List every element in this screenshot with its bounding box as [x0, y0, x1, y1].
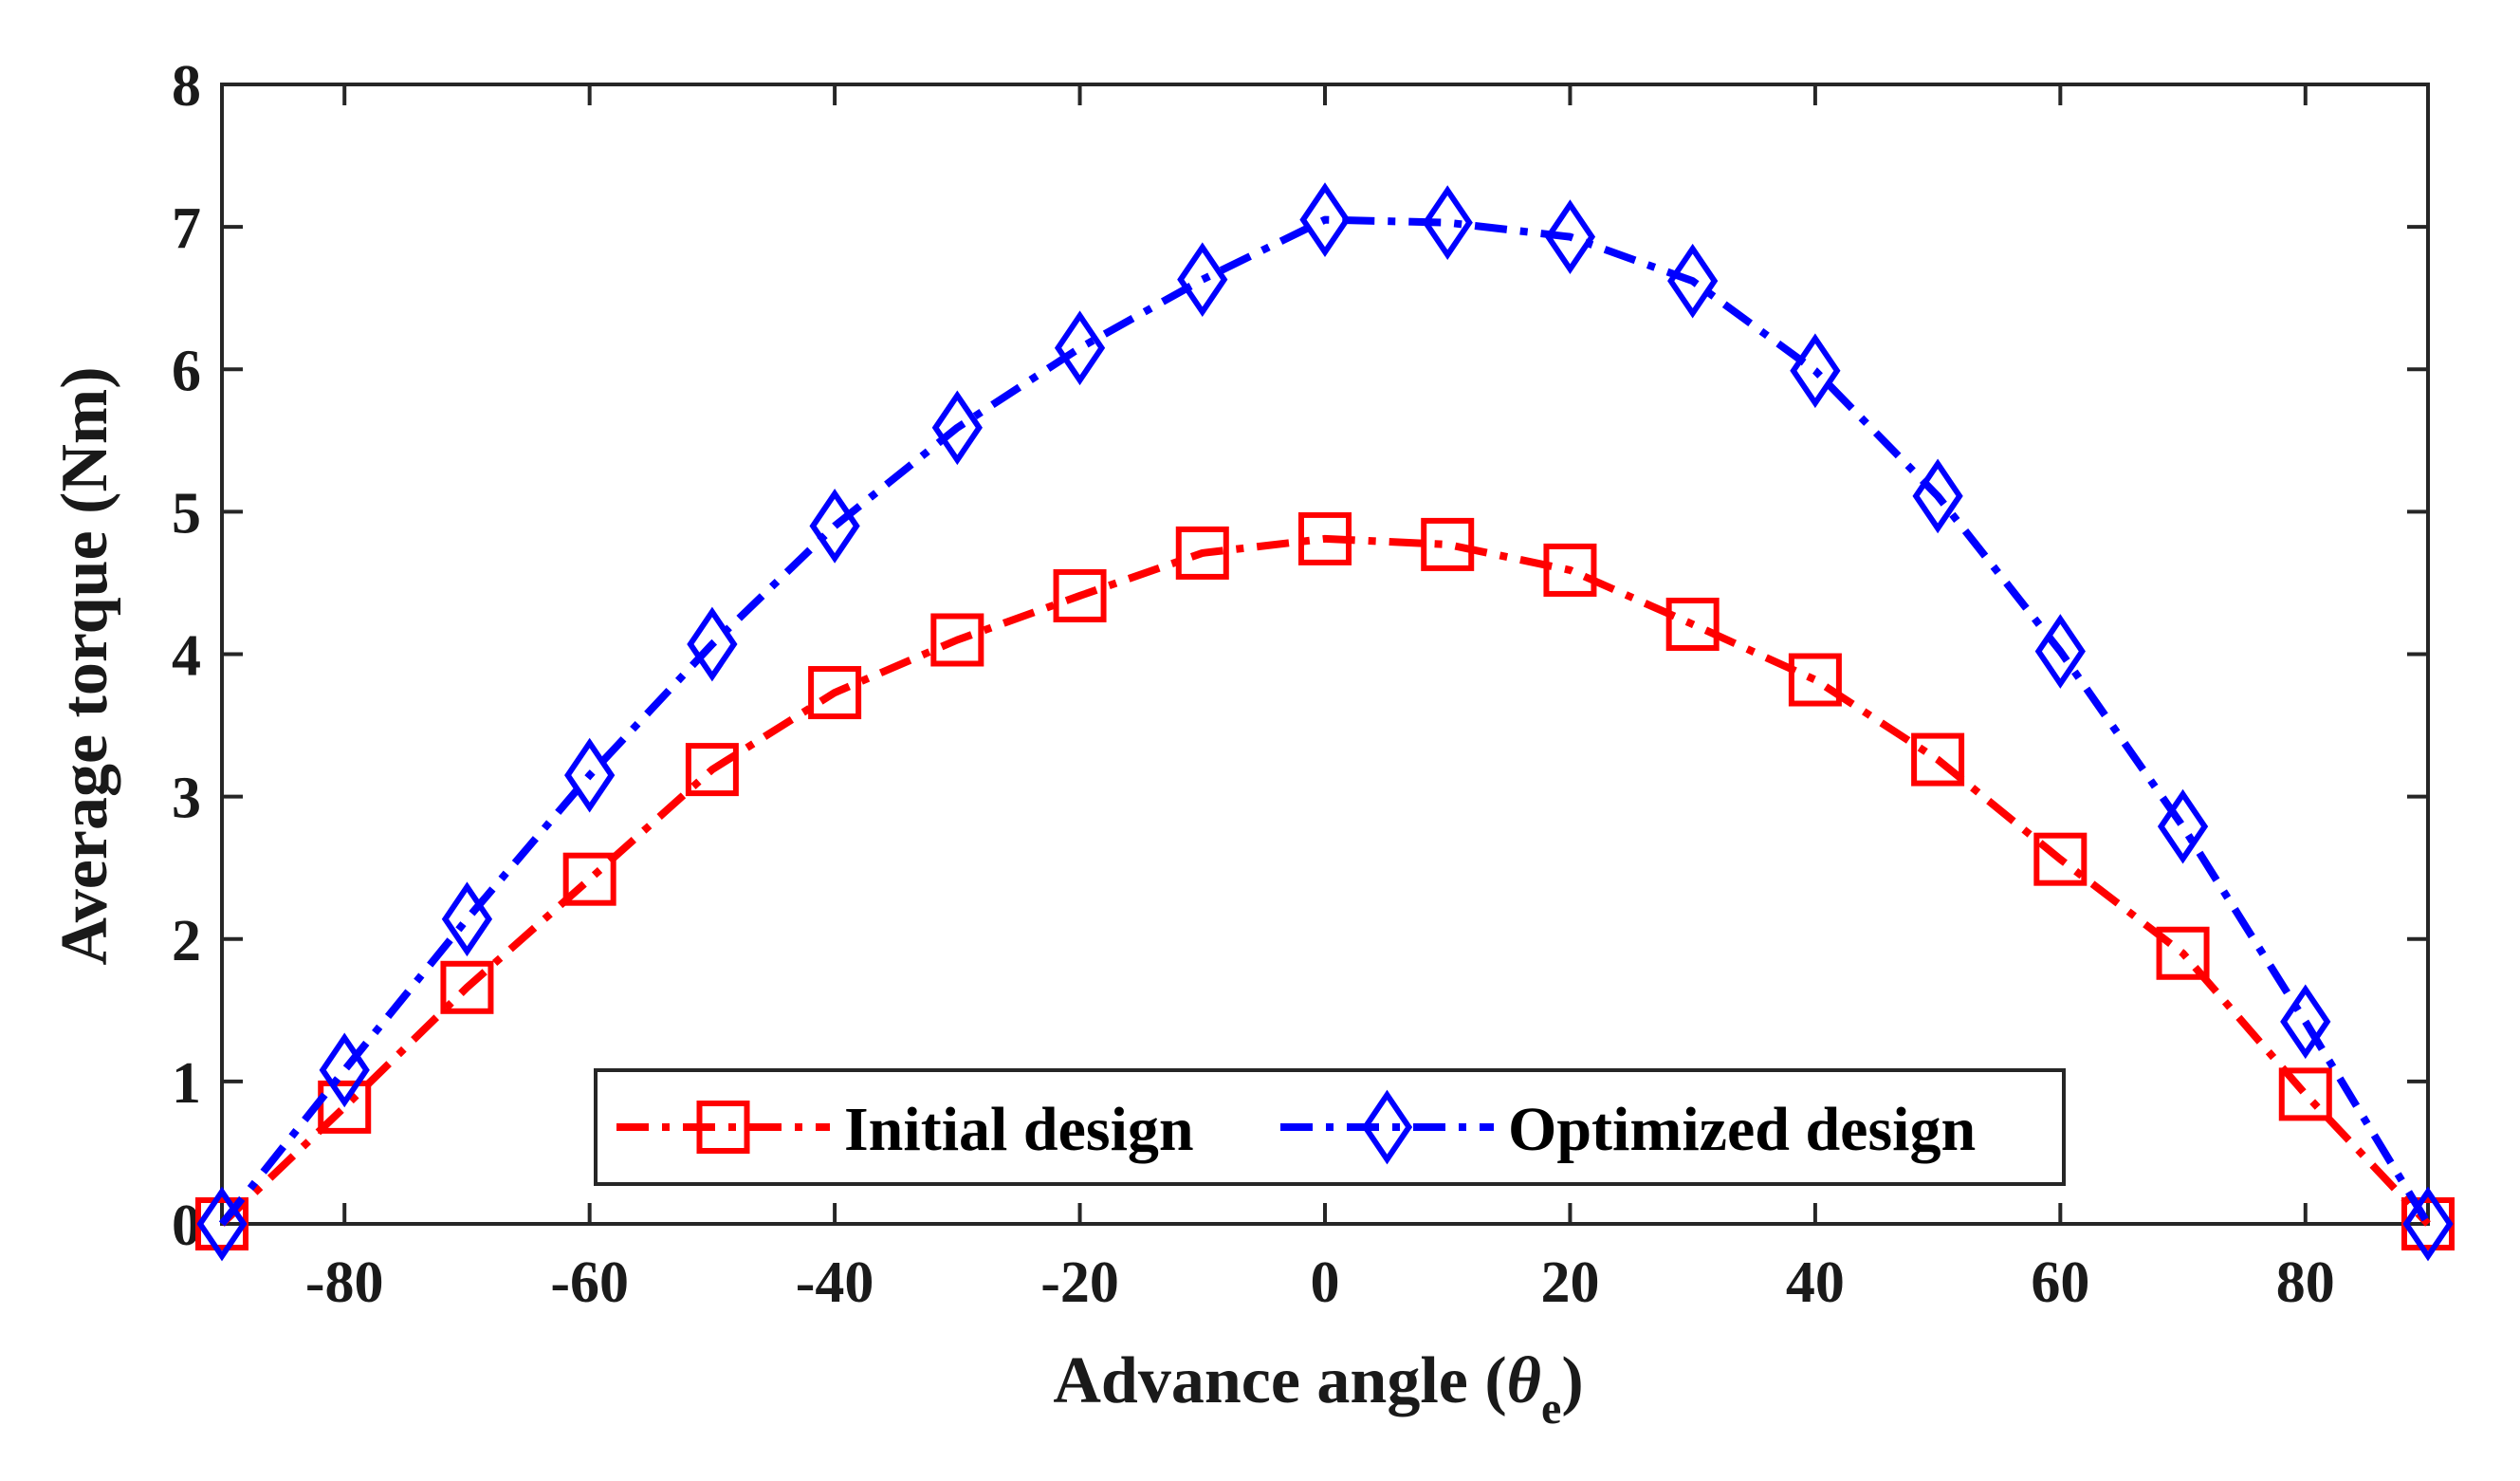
data-point-marker — [1298, 511, 1352, 565]
y-tick-label: 3 — [172, 767, 201, 831]
data-point-marker — [562, 852, 616, 906]
series-layer — [195, 182, 2455, 1262]
data-point-marker — [2402, 1186, 2454, 1262]
series-line — [218, 215, 2432, 1227]
y-tick-label: 4 — [172, 624, 201, 689]
data-point-marker — [1053, 568, 1107, 622]
series-line — [219, 534, 2431, 1227]
series-optimized-design — [196, 182, 2454, 1262]
data-point-marker — [1911, 732, 1965, 787]
legend-marker — [696, 1101, 750, 1154]
y-tick-label: 7 — [172, 196, 201, 261]
data-point-marker — [687, 606, 738, 682]
y-tick-label: 1 — [172, 1051, 201, 1116]
data-point-marker — [441, 881, 493, 957]
data-point-marker — [808, 666, 862, 720]
data-point-marker — [1790, 333, 1841, 409]
axis-titles: Advance angle (θe) Average torque (Nm) — [48, 366, 1584, 1434]
x-tick-label: 20 — [1540, 1250, 1599, 1315]
legend: Initial design Optimized design — [594, 1068, 2066, 1186]
y-tick-label: 2 — [172, 909, 201, 973]
data-point-marker — [1667, 243, 1719, 319]
data-point-marker — [564, 737, 616, 813]
x-axis-title-subscript: e — [1541, 1383, 1561, 1434]
data-point-marker — [1421, 517, 1475, 571]
data-point-marker — [931, 390, 983, 466]
x-tick-label: 60 — [2031, 1250, 2089, 1315]
x-tick-label: -20 — [1040, 1250, 1119, 1315]
data-point-marker — [1665, 597, 1720, 651]
x-tick-label: -80 — [305, 1250, 384, 1315]
y-axis-title: Average torque (Nm) — [48, 366, 121, 965]
legend-label: Optimized design — [1508, 1095, 1976, 1164]
x-axis-title: Advance angle (θe) — [1053, 1344, 1583, 1434]
data-point-marker — [2157, 788, 2209, 864]
y-tick-label: 8 — [172, 54, 201, 119]
x-tick-label: 80 — [2276, 1250, 2335, 1315]
data-point-marker — [2033, 832, 2088, 886]
data-point-marker — [196, 1186, 248, 1262]
x-axis-title-main: Advance angle ( — [1053, 1344, 1506, 1417]
data-point-marker — [440, 960, 494, 1014]
x-tick-label: -60 — [550, 1250, 629, 1315]
data-point-marker — [1422, 185, 1473, 260]
data-point-marker — [930, 613, 984, 667]
legend-label: Initial design — [844, 1095, 1194, 1164]
data-point-marker — [1175, 526, 1229, 580]
x-tick-label: -40 — [796, 1250, 874, 1315]
data-point-marker — [1788, 653, 1842, 707]
data-point-marker — [2280, 984, 2331, 1060]
data-point-marker — [1054, 310, 1106, 386]
x-axis-title-close: ) — [1561, 1344, 1583, 1417]
data-point-marker — [318, 1080, 372, 1134]
y-tick-label: 6 — [172, 339, 201, 403]
data-point-marker — [1177, 242, 1228, 318]
data-point-marker — [1299, 182, 1351, 257]
data-point-marker — [809, 489, 860, 564]
x-axis-title-symbol: θ — [1507, 1344, 1541, 1417]
x-tick-label: 0 — [1311, 1250, 1340, 1315]
legend-marker — [1361, 1089, 1413, 1165]
data-point-marker — [1912, 458, 1963, 534]
x-tick-label: 40 — [1786, 1250, 1845, 1315]
y-tick-label: 5 — [172, 481, 201, 546]
data-point-marker — [1544, 199, 1596, 274]
data-point-marker — [2156, 926, 2210, 980]
data-point-marker — [1543, 543, 1597, 597]
data-point-marker — [2278, 1067, 2332, 1121]
data-point-marker — [2034, 614, 2086, 689]
data-point-marker — [685, 743, 739, 797]
data-point-marker — [319, 1032, 370, 1108]
